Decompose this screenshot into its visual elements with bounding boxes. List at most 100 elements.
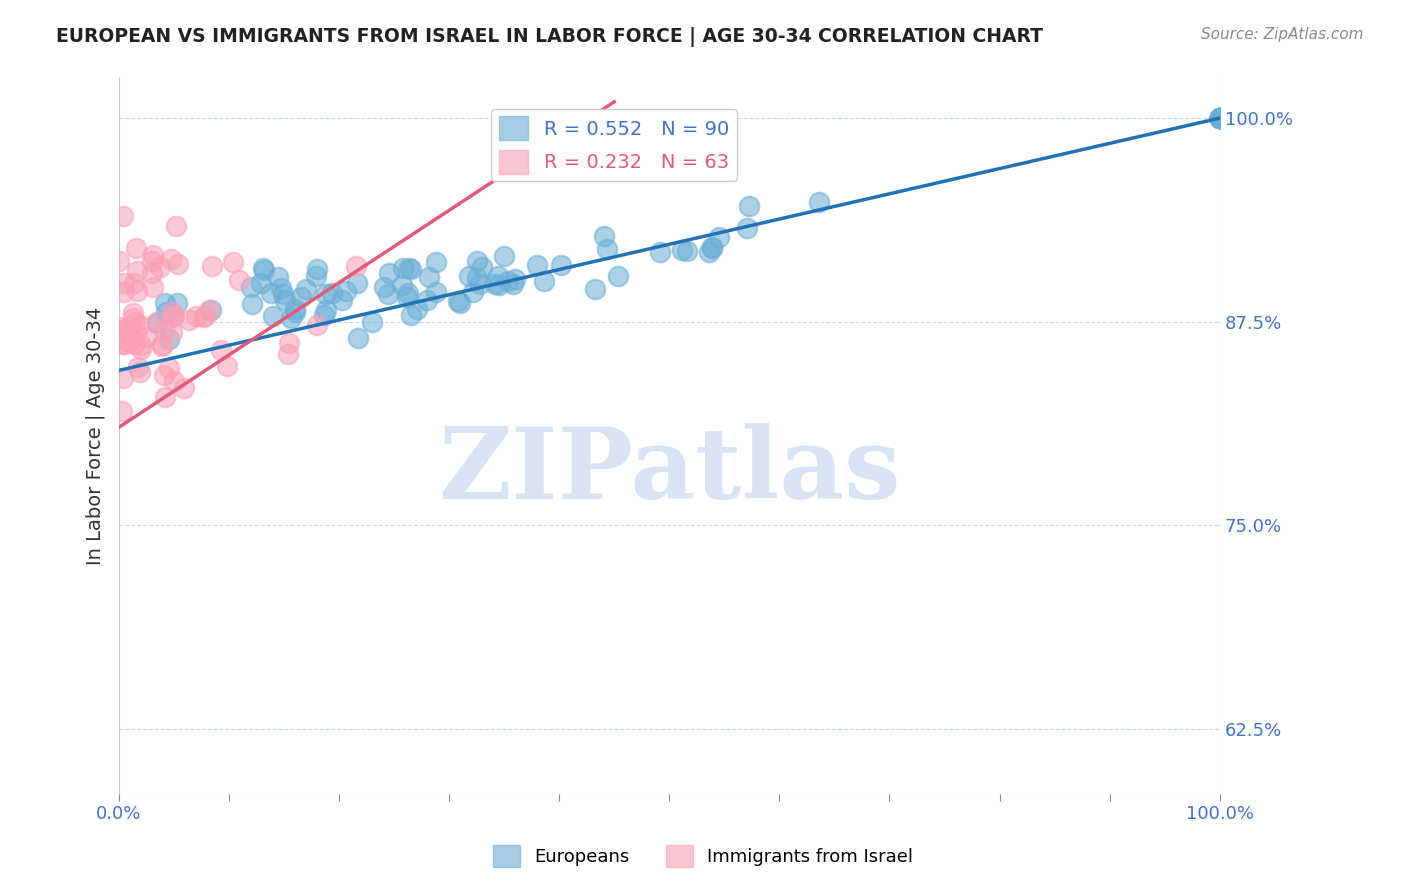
Immigrants from Israel bbox=[135, 330, 157, 344]
Europeans bbox=[461, 285, 484, 299]
Immigrants from Israel bbox=[157, 361, 180, 376]
Europeans bbox=[502, 277, 524, 291]
Europeans bbox=[398, 260, 420, 275]
Europeans bbox=[146, 316, 169, 330]
Immigrants from Israel bbox=[162, 304, 184, 318]
Immigrants from Israel bbox=[122, 306, 145, 320]
Immigrants from Israel bbox=[129, 338, 152, 352]
Europeans bbox=[262, 309, 284, 323]
Europeans bbox=[399, 308, 422, 322]
Europeans bbox=[1209, 111, 1232, 125]
Europeans bbox=[447, 293, 470, 308]
Europeans bbox=[550, 258, 572, 272]
Europeans bbox=[496, 274, 519, 288]
Immigrants from Israel bbox=[278, 335, 301, 350]
Immigrants from Israel bbox=[129, 343, 152, 357]
Europeans bbox=[596, 242, 619, 256]
Europeans bbox=[1209, 111, 1232, 125]
Europeans bbox=[471, 260, 494, 274]
Europeans bbox=[707, 230, 730, 244]
Immigrants from Israel bbox=[184, 309, 207, 323]
Immigrants from Israel bbox=[173, 381, 195, 395]
Europeans bbox=[1209, 111, 1232, 125]
Immigrants from Israel bbox=[112, 276, 135, 290]
Immigrants from Israel bbox=[166, 257, 188, 271]
Europeans bbox=[1209, 111, 1232, 125]
Europeans bbox=[284, 305, 307, 319]
Immigrants from Israel bbox=[108, 254, 131, 268]
Europeans bbox=[240, 280, 263, 294]
Immigrants from Israel bbox=[110, 324, 132, 338]
Immigrants from Israel bbox=[142, 248, 165, 262]
Europeans bbox=[284, 302, 307, 317]
Europeans bbox=[253, 262, 276, 277]
Immigrants from Israel bbox=[307, 318, 329, 333]
Europeans bbox=[470, 277, 492, 292]
Europeans bbox=[250, 276, 273, 290]
Europeans bbox=[280, 311, 302, 326]
Europeans bbox=[314, 308, 336, 322]
Immigrants from Israel bbox=[111, 404, 134, 418]
Europeans bbox=[401, 261, 423, 276]
Europeans bbox=[267, 270, 290, 285]
Europeans bbox=[396, 285, 419, 300]
Europeans bbox=[307, 262, 329, 277]
Immigrants from Israel bbox=[112, 285, 135, 299]
Immigrants from Israel bbox=[215, 359, 238, 373]
Immigrants from Israel bbox=[111, 209, 134, 223]
Immigrants from Israel bbox=[111, 336, 134, 351]
Europeans bbox=[650, 245, 672, 260]
Europeans bbox=[260, 286, 283, 301]
Europeans bbox=[700, 241, 723, 255]
Immigrants from Israel bbox=[277, 347, 299, 361]
Europeans bbox=[488, 277, 510, 292]
Europeans bbox=[155, 296, 177, 310]
Europeans bbox=[315, 286, 337, 301]
Immigrants from Israel bbox=[127, 285, 149, 299]
Europeans bbox=[700, 240, 723, 254]
Europeans bbox=[405, 302, 427, 317]
Text: Source: ZipAtlas.com: Source: ZipAtlas.com bbox=[1201, 27, 1364, 42]
Europeans bbox=[606, 269, 628, 284]
Europeans bbox=[425, 285, 447, 299]
Immigrants from Israel bbox=[150, 339, 173, 353]
Europeans bbox=[155, 305, 177, 319]
Europeans bbox=[593, 229, 616, 244]
Immigrants from Israel bbox=[177, 313, 200, 327]
Immigrants from Israel bbox=[159, 252, 181, 266]
Europeans bbox=[157, 332, 180, 346]
Immigrants from Israel bbox=[165, 219, 187, 233]
Europeans bbox=[391, 277, 413, 292]
Europeans bbox=[465, 253, 488, 268]
Immigrants from Israel bbox=[142, 279, 165, 293]
Europeans bbox=[360, 315, 382, 329]
Immigrants from Israel bbox=[122, 276, 145, 290]
Europeans bbox=[671, 243, 693, 257]
Immigrants from Israel bbox=[111, 371, 134, 385]
Immigrants from Israel bbox=[141, 266, 163, 280]
Europeans bbox=[242, 297, 264, 311]
Immigrants from Israel bbox=[228, 273, 250, 287]
Text: EUROPEAN VS IMMIGRANTS FROM ISRAEL IN LABOR FORCE | AGE 30-34 CORRELATION CHART: EUROPEAN VS IMMIGRANTS FROM ISRAEL IN LA… bbox=[56, 27, 1043, 46]
Immigrants from Israel bbox=[111, 323, 134, 337]
Europeans bbox=[377, 286, 399, 301]
Immigrants from Israel bbox=[122, 311, 145, 326]
Immigrants from Israel bbox=[194, 310, 217, 324]
Europeans bbox=[392, 260, 415, 275]
Europeans bbox=[166, 296, 188, 310]
Immigrants from Israel bbox=[128, 365, 150, 379]
Europeans bbox=[503, 272, 526, 286]
Europeans bbox=[735, 221, 758, 235]
Europeans bbox=[1209, 111, 1232, 125]
Europeans bbox=[270, 281, 292, 295]
Europeans bbox=[1209, 111, 1232, 125]
Immigrants from Israel bbox=[125, 264, 148, 278]
Europeans bbox=[465, 271, 488, 285]
Europeans bbox=[1209, 111, 1232, 125]
Immigrants from Israel bbox=[191, 310, 214, 324]
Immigrants from Israel bbox=[112, 337, 135, 351]
Europeans bbox=[294, 282, 316, 296]
Legend: R = 0.552   N = 90, R = 0.232   N = 63: R = 0.552 N = 90, R = 0.232 N = 63 bbox=[491, 109, 737, 181]
Immigrants from Israel bbox=[152, 338, 174, 352]
Immigrants from Israel bbox=[146, 315, 169, 329]
